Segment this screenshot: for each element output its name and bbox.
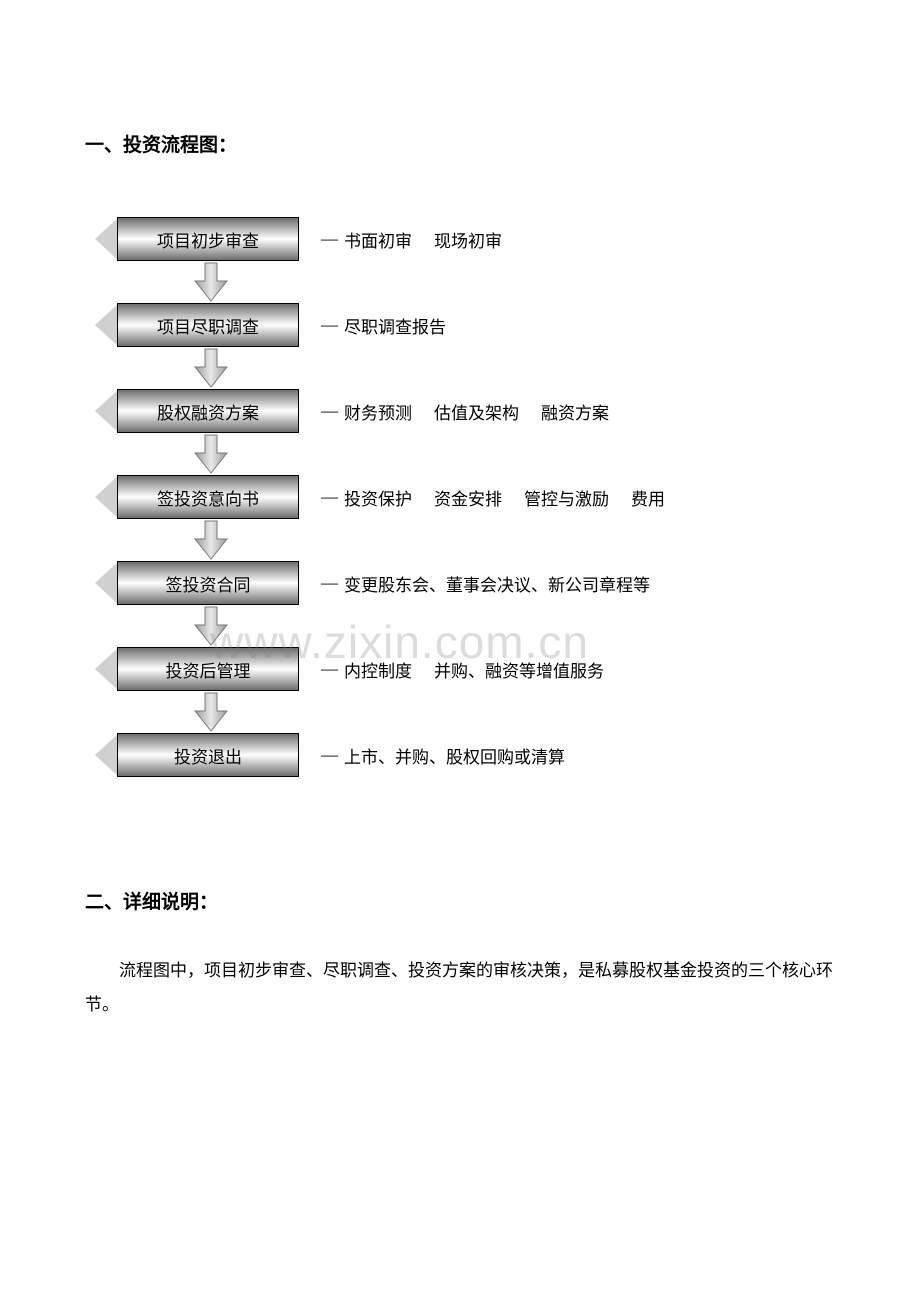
flow-arrow-row: [95, 605, 835, 647]
section-1-title: 一、投资流程图：: [85, 130, 835, 157]
flow-box: 项目初步审查: [117, 217, 299, 261]
flow-box-shadow: [95, 475, 119, 519]
flow-box-shadow: [95, 303, 119, 347]
flow-box-shadow: [95, 389, 119, 433]
flow-box-shadow: [95, 561, 119, 605]
flow-desc: —尽职调查报告: [321, 313, 446, 338]
flow-box-shadow: [95, 217, 119, 261]
flow-box-shadow: [95, 647, 119, 691]
flow-box: 股权融资方案: [117, 389, 299, 433]
flow-box: 投资退出: [117, 733, 299, 777]
flow-desc: —投资保护资金安排管控与激励费用: [321, 485, 665, 510]
flow-arrow-row: [95, 519, 835, 561]
flow-step-3: 股权融资方案 —财务预测估值及架构融资方案: [95, 389, 835, 433]
flow-step-7: 投资退出 —上市、并购、股权回购或清算: [95, 733, 835, 777]
flow-desc: —上市、并购、股权回购或清算: [321, 743, 565, 768]
flow-arrow-icon: [191, 605, 231, 647]
flow-arrow-row: [95, 691, 835, 733]
flow-desc: —内控制度并购、融资等增值服务: [321, 657, 604, 682]
flow-step-6: 投资后管理 —内控制度并购、融资等增值服务: [95, 647, 835, 691]
flow-arrow-icon: [191, 261, 231, 303]
flow-arrow-row: [95, 433, 835, 475]
flow-step-5: 签投资合同 —变更股东会、董事会决议、新公司章程等: [95, 561, 835, 605]
flow-step-4: 签投资意向书 —投资保护资金安排管控与激励费用: [95, 475, 835, 519]
flow-box: 项目尽职调查: [117, 303, 299, 347]
flow-box: 投资后管理: [117, 647, 299, 691]
section-2-title: 二、详细说明：: [85, 887, 835, 914]
flow-box-shadow: [95, 733, 119, 777]
flow-arrow-icon: [191, 691, 231, 733]
flow-step-1: 项目初步审查 —书面初审现场初审: [95, 217, 835, 261]
flow-arrow-icon: [191, 519, 231, 561]
flow-arrow-row: [95, 347, 835, 389]
flow-arrow-row: [95, 261, 835, 303]
flow-arrow-icon: [191, 347, 231, 389]
flow-box: 签投资合同: [117, 561, 299, 605]
flow-desc: —书面初审现场初审: [321, 227, 502, 252]
flow-desc: —变更股东会、董事会决议、新公司章程等: [321, 571, 650, 596]
flow-desc: —财务预测估值及架构融资方案: [321, 399, 609, 424]
body-paragraph: 流程图中，项目初步审查、尽职调查、投资方案的审核决策，是私募股权基金投资的三个核…: [85, 954, 835, 1022]
flow-box: 签投资意向书: [117, 475, 299, 519]
flow-arrow-icon: [191, 433, 231, 475]
flowchart-container: 项目初步审查 —书面初审现场初审 项目尽职调查 —尽职调查报告 股权融资方案 —财务预…: [95, 217, 835, 777]
flow-step-2: 项目尽职调查 —尽职调查报告: [95, 303, 835, 347]
